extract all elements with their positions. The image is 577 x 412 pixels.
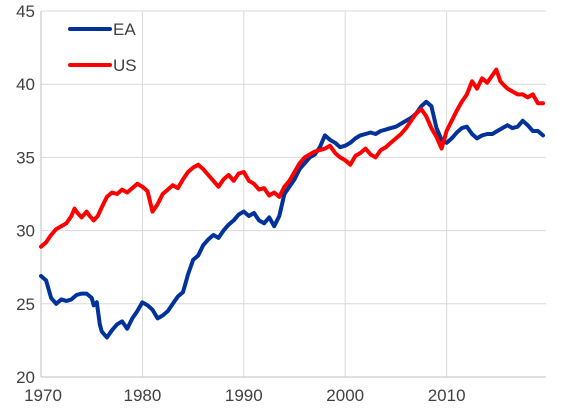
y-tick-label: 25 <box>16 295 35 314</box>
legend-label-ea: EA <box>113 20 136 39</box>
y-tick-label: 40 <box>16 75 35 94</box>
legend-label-us: US <box>113 56 137 75</box>
x-tick-label: 1990 <box>225 386 263 405</box>
x-tick-label: 1980 <box>123 386 161 405</box>
legend: EA US <box>68 20 137 75</box>
x-tick-label: 1970 <box>24 386 62 405</box>
series-line-us <box>39 67 545 249</box>
y-tick-label: 35 <box>16 148 35 167</box>
series-lines <box>39 67 545 340</box>
y-tick-label: 45 <box>16 2 35 21</box>
x-tick-label: 2000 <box>326 386 364 405</box>
y-tick-label: 20 <box>16 368 35 387</box>
y-tick-label: 30 <box>16 222 35 241</box>
axes <box>40 11 546 378</box>
series-line-ea <box>39 99 545 340</box>
x-tick-label: 2010 <box>428 386 466 405</box>
tick-labels: 20 25 30 35 40 45 1970 1980 1990 2000 2010 <box>16 2 465 405</box>
